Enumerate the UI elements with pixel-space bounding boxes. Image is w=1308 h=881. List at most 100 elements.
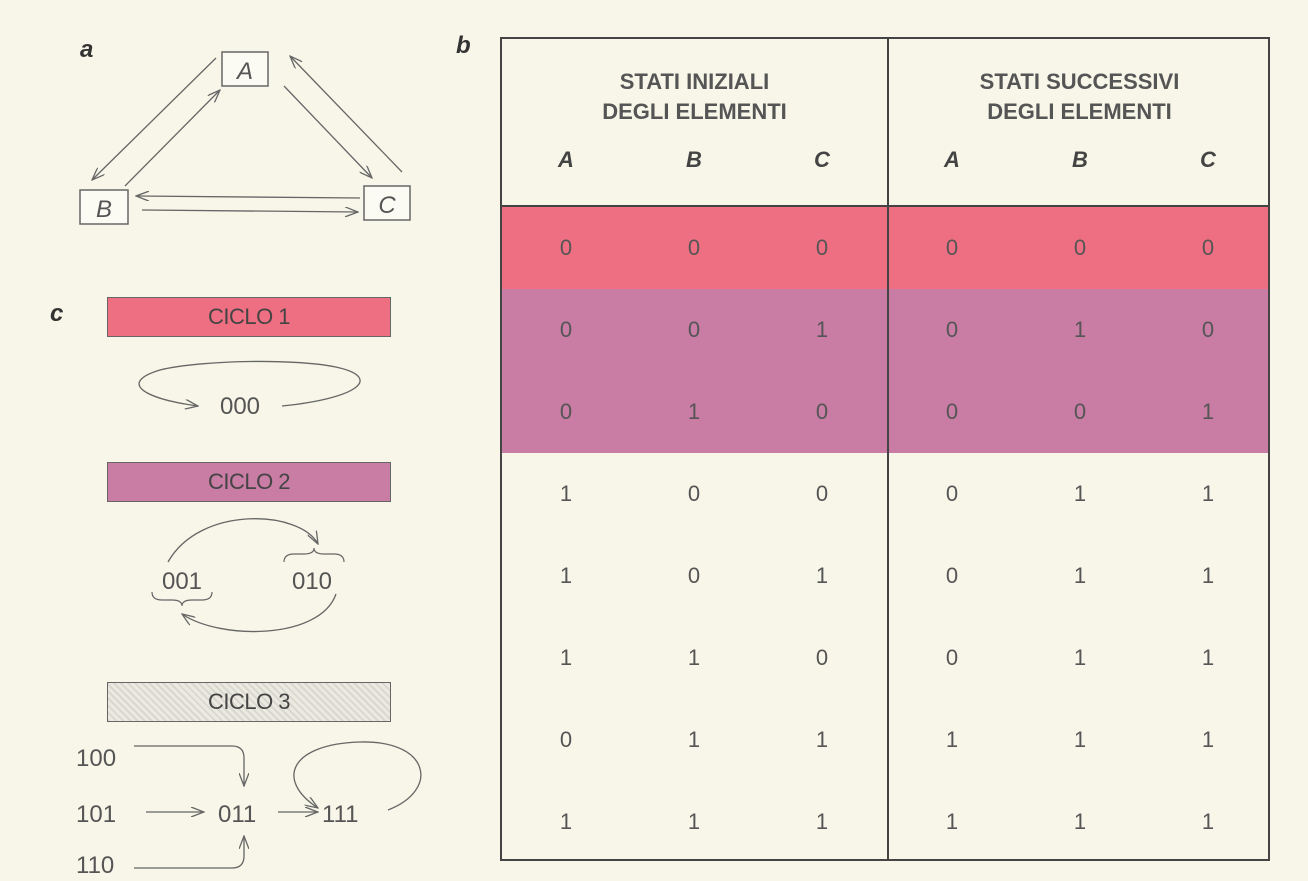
panel-label-a: a xyxy=(80,36,94,63)
arrow-010-to-001 xyxy=(182,593,337,633)
cell-next-a: 1 xyxy=(945,809,959,834)
panel-label-c: c xyxy=(50,300,64,327)
col-head-initial-c: C xyxy=(814,147,830,172)
col-head-next-b: B xyxy=(1072,147,1088,172)
state-table: STATI INIZIALI DEGLI ELEMENTI STATI SUCC… xyxy=(500,37,1270,861)
panel-label-b: b xyxy=(456,32,471,59)
cell-initial-c: 0 xyxy=(815,235,829,260)
cell-initial-c: 1 xyxy=(815,809,829,834)
state-100: 100 xyxy=(76,745,116,772)
state-010: 010 xyxy=(292,568,332,595)
state-001: 001 xyxy=(162,568,202,595)
heading-successive-line-2: DEGLI ELEMENTI xyxy=(987,99,1172,124)
col-head-initial-b: B xyxy=(686,147,702,172)
cell-initial-c: 0 xyxy=(815,399,829,424)
node-a-label: A xyxy=(235,58,253,85)
edge-a-to-b xyxy=(92,57,217,180)
cell-initial-c: 0 xyxy=(815,481,829,506)
cell-initial-b: 0 xyxy=(687,481,701,506)
cell-next-b: 1 xyxy=(1073,645,1087,670)
cell-initial-b: 0 xyxy=(687,563,701,588)
header-divider xyxy=(502,205,1268,207)
heading-initial-line-2: DEGLI ELEMENTI xyxy=(602,99,787,124)
cell-next-a: 0 xyxy=(945,399,959,424)
cycle-state-diagrams: 000 001 010 100 101 110 011 111 xyxy=(76,360,422,879)
cell-initial-a: 1 xyxy=(559,481,573,506)
cell-next-a: 1 xyxy=(945,727,959,752)
heading-initial-line-1: STATI INIZIALI xyxy=(619,69,770,94)
arrow-001-to-010 xyxy=(167,518,318,563)
cycle-2-bar: CICLO 2 xyxy=(107,462,391,502)
table-column-divider xyxy=(887,39,889,859)
edge-a-to-c xyxy=(283,85,372,178)
node-c-label: C xyxy=(378,192,396,219)
cell-initial-a: 0 xyxy=(559,317,573,342)
cycle-1-bar: CICLO 1 xyxy=(107,297,391,337)
cycle-3-bar: CICLO 3 xyxy=(107,682,391,722)
table-row: 0 0 0 0 0 0 xyxy=(502,207,1268,291)
edge-c-to-b xyxy=(136,196,361,198)
cell-next-a: 0 xyxy=(945,645,959,670)
cell-initial-b: 0 xyxy=(687,235,701,260)
cell-initial-a: 0 xyxy=(559,727,573,752)
cell-next-b: 0 xyxy=(1073,235,1087,260)
table-row: 0 0 1 0 1 0 xyxy=(502,289,1268,371)
brace-001 xyxy=(151,591,213,607)
brace-010 xyxy=(283,547,345,563)
cell-initial-b: 1 xyxy=(687,399,701,424)
cell-initial-b: 0 xyxy=(687,317,701,342)
cell-next-c: 1 xyxy=(1201,399,1215,424)
cell-next-c: 1 xyxy=(1201,563,1215,588)
node-b-label: B xyxy=(96,196,112,223)
cell-next-c: 1 xyxy=(1201,645,1215,670)
cell-initial-b: 1 xyxy=(687,645,701,670)
cell-next-b: 1 xyxy=(1073,809,1087,834)
node-b-box xyxy=(79,189,129,225)
cell-next-a: 0 xyxy=(945,563,959,588)
cell-next-c: 1 xyxy=(1201,809,1215,834)
col-head-next-c: C xyxy=(1200,147,1216,172)
cell-next-c: 1 xyxy=(1201,481,1215,506)
cell-initial-a: 0 xyxy=(559,235,573,260)
cell-initial-a: 1 xyxy=(559,563,573,588)
edge-b-to-c xyxy=(141,210,358,212)
cell-next-a: 0 xyxy=(945,481,959,506)
col-head-initial-a: A xyxy=(558,147,574,172)
network-diagram: A B C xyxy=(79,51,411,225)
cell-initial-a: 1 xyxy=(559,645,573,670)
heading-successive-line-1: STATI SUCCESSIVI xyxy=(979,69,1180,94)
cell-initial-a: 0 xyxy=(559,399,573,424)
node-c-box xyxy=(363,185,411,221)
table-row: 1 1 0 0 1 1 xyxy=(502,617,1268,699)
state-101: 101 xyxy=(76,801,116,828)
cell-next-a: 0 xyxy=(945,317,959,342)
arrow-100-to-011 xyxy=(134,745,244,786)
loop-111 xyxy=(293,741,422,811)
table-row: 1 0 1 0 1 1 xyxy=(502,535,1268,617)
heading-initial-states: STATI INIZIALI DEGLI ELEMENTI xyxy=(502,67,887,127)
cell-next-b: 1 xyxy=(1073,317,1087,342)
table-row: 1 1 1 1 1 1 xyxy=(502,781,1268,863)
node-a-box xyxy=(221,51,269,87)
state-000: 000 xyxy=(220,393,260,420)
cell-next-b: 1 xyxy=(1073,563,1087,588)
state-111: 111 xyxy=(322,801,358,828)
col-head-next-a: A xyxy=(944,147,960,172)
cell-next-a: 0 xyxy=(945,235,959,260)
table-row: 0 1 0 0 0 1 xyxy=(502,371,1268,453)
cell-next-c: 0 xyxy=(1201,317,1215,342)
state-110: 110 xyxy=(76,852,114,879)
cell-next-b: 0 xyxy=(1073,399,1087,424)
cycle-1-loop xyxy=(138,360,361,406)
cell-initial-c: 0 xyxy=(815,645,829,670)
edge-b-to-a xyxy=(124,90,220,187)
table-row: 1 0 0 0 1 1 xyxy=(502,453,1268,535)
state-011: 011 xyxy=(218,801,256,828)
arrow-110-to-011 xyxy=(134,836,244,869)
cell-next-b: 1 xyxy=(1073,727,1087,752)
edge-c-to-a xyxy=(290,56,403,173)
cell-next-c: 1 xyxy=(1201,727,1215,752)
cell-initial-b: 1 xyxy=(687,809,701,834)
cell-initial-c: 1 xyxy=(815,563,829,588)
cell-initial-b: 1 xyxy=(687,727,701,752)
